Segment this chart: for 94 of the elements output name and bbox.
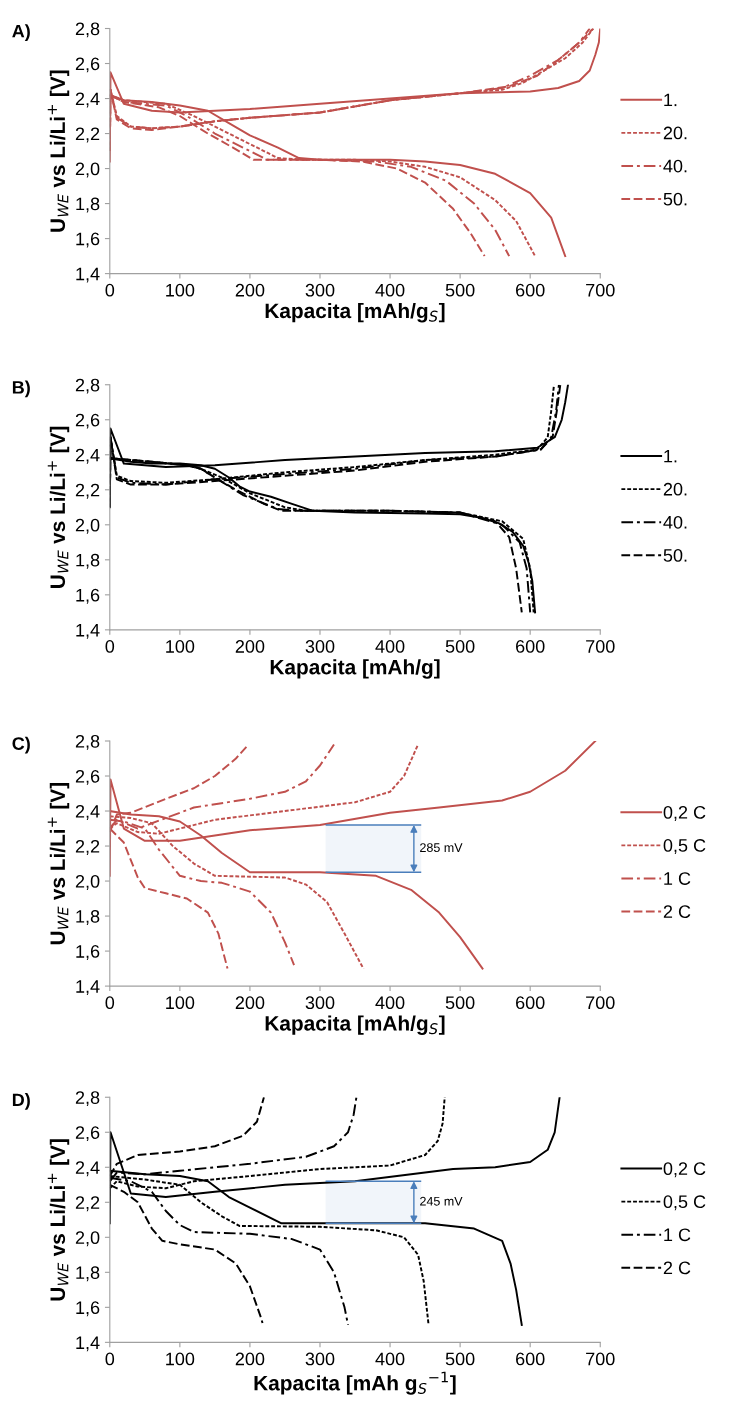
y-tick-label: 1,8 [76, 197, 100, 213]
y-tick-label: 2,0 [75, 874, 100, 890]
y-tick-label: 2,2 [75, 1196, 100, 1212]
y-tick-label: 2,4 [75, 448, 100, 464]
x-tick-label: 300 [305, 283, 335, 297]
y-tick-label: 2,2 [75, 483, 100, 499]
y-tick-label: 1,8 [76, 1266, 100, 1282]
x-tick-label: 700 [586, 640, 615, 653]
x-tick-label: 300 [305, 1352, 335, 1366]
legend-label: 1. [664, 449, 677, 463]
legend-label: 50. [663, 192, 687, 206]
x-axis-title: Kapacita [mAh/g$_{S}$] [265, 1015, 445, 1035]
x-axis-title: Kapacita [mAh/g$_{S}$] [265, 302, 445, 323]
y-tick-label: 2,8 [75, 378, 100, 394]
y-tick-label: 2,6 [75, 1126, 100, 1142]
y-axis-title: U$_{WE}$ vs Li/Li$^{+}$ [V] [47, 426, 70, 588]
y-axis-title: U$_{WE}$ vs Li/Li$^{+}$ [V] [47, 1139, 70, 1301]
x-tick-label: 200 [235, 1352, 265, 1366]
legend-label: 1 C [664, 1228, 691, 1242]
legend-label: 20. [663, 482, 687, 496]
x-tick-label: 700 [586, 996, 615, 1010]
y-tick-label: 1,6 [76, 1301, 100, 1317]
legend-label: 40. [663, 515, 687, 529]
band-label: 285 mV [420, 843, 463, 853]
x-tick-label: 500 [445, 1352, 475, 1366]
y-tick-label: 2,2 [75, 127, 100, 143]
x-tick-label: 400 [375, 996, 405, 1010]
x-tick-label: 200 [235, 996, 265, 1010]
chart-title: C) [12, 736, 30, 754]
y-tick-label: 2,4 [75, 92, 100, 108]
x-tick-label: 300 [305, 996, 335, 1010]
y-tick-label: 2,4 [75, 1161, 100, 1177]
y-tick-label: 2,0 [75, 162, 100, 178]
legend-label: 1. [664, 93, 677, 107]
legend-label: 2 C [663, 905, 691, 919]
y-tick-label: 2,8 [75, 1091, 100, 1107]
x-tick-label: 0 [105, 640, 115, 653]
legend-label: 40. [663, 159, 687, 173]
y-tick-label: 1,4 [76, 1336, 100, 1352]
x-tick-label: 0 [105, 996, 115, 1010]
x-tick-label: 100 [166, 1352, 195, 1366]
chart-title: B) [12, 380, 30, 398]
legend-label: 0,2 C [663, 1162, 706, 1178]
x-tick-label: 400 [375, 283, 405, 297]
y-tick-label: 2,4 [75, 804, 100, 820]
y-tick-label: 1,6 [76, 945, 100, 960]
x-tick-label: 500 [445, 283, 475, 297]
y-tick-label: 2,2 [75, 839, 100, 855]
x-tick-label: 100 [166, 640, 195, 653]
x-tick-label: 400 [375, 1352, 405, 1366]
y-axis-title: U$_{WE}$ vs Li/Li$^{+}$ [V] [47, 783, 70, 945]
x-tick-label: 600 [516, 1352, 545, 1366]
legend-label: 2 C [663, 1261, 691, 1275]
y-tick-label: 1,4 [76, 267, 100, 283]
legend-label: 20. [663, 126, 687, 140]
y-tick-label: 1,8 [76, 910, 100, 925]
y-tick-label: 2,6 [75, 413, 100, 429]
band-label: 245 mV [420, 1196, 463, 1206]
y-tick-label: 1,6 [76, 588, 100, 604]
x-axis-title: Kapacita [mAh g$_{S}$$^{−1}$] [254, 1371, 456, 1395]
legend-label: 1 C [664, 872, 691, 885]
y-tick-label: 1,4 [76, 623, 100, 639]
x-tick-label: 600 [516, 996, 545, 1010]
y-tick-label: 2,6 [75, 769, 100, 785]
x-tick-label: 100 [166, 996, 195, 1010]
chart-title: D) [12, 1092, 30, 1110]
y-tick-label: 2,6 [75, 57, 100, 73]
legend-label: 0,5 C [663, 1195, 706, 1211]
x-tick-label: 500 [445, 996, 475, 1010]
y-tick-label: 1,8 [76, 553, 100, 569]
x-tick-label: 700 [586, 1352, 615, 1366]
x-tick-label: 0 [105, 283, 115, 297]
y-tick-label: 1,4 [76, 980, 100, 995]
x-tick-label: 100 [166, 283, 195, 297]
x-tick-label: 400 [375, 640, 405, 653]
x-tick-label: 0 [105, 1352, 115, 1366]
x-tick-label: 200 [235, 283, 265, 297]
y-tick-label: 1,6 [76, 232, 100, 248]
x-tick-label: 600 [516, 640, 545, 653]
x-axis-title: Kapacita [mAh/g] [270, 659, 440, 679]
x-tick-label: 300 [305, 640, 335, 653]
chart-title: A) [12, 24, 30, 42]
x-tick-label: 200 [235, 640, 265, 653]
y-tick-label: 2,8 [75, 22, 100, 38]
legend-label: 0,2 C [663, 805, 706, 821]
y-tick-label: 2,0 [75, 1231, 100, 1247]
y-axis-title: U$_{WE}$ vs Li/Li$^{+}$ [V] [47, 70, 70, 232]
y-tick-label: 2,8 [75, 734, 100, 750]
legend-label: 50. [663, 548, 687, 562]
legend-label: 0,5 C [663, 839, 706, 854]
y-tick-label: 2,0 [75, 518, 100, 534]
x-tick-label: 600 [516, 283, 545, 297]
x-tick-label: 700 [586, 283, 615, 297]
x-tick-label: 500 [445, 640, 475, 653]
